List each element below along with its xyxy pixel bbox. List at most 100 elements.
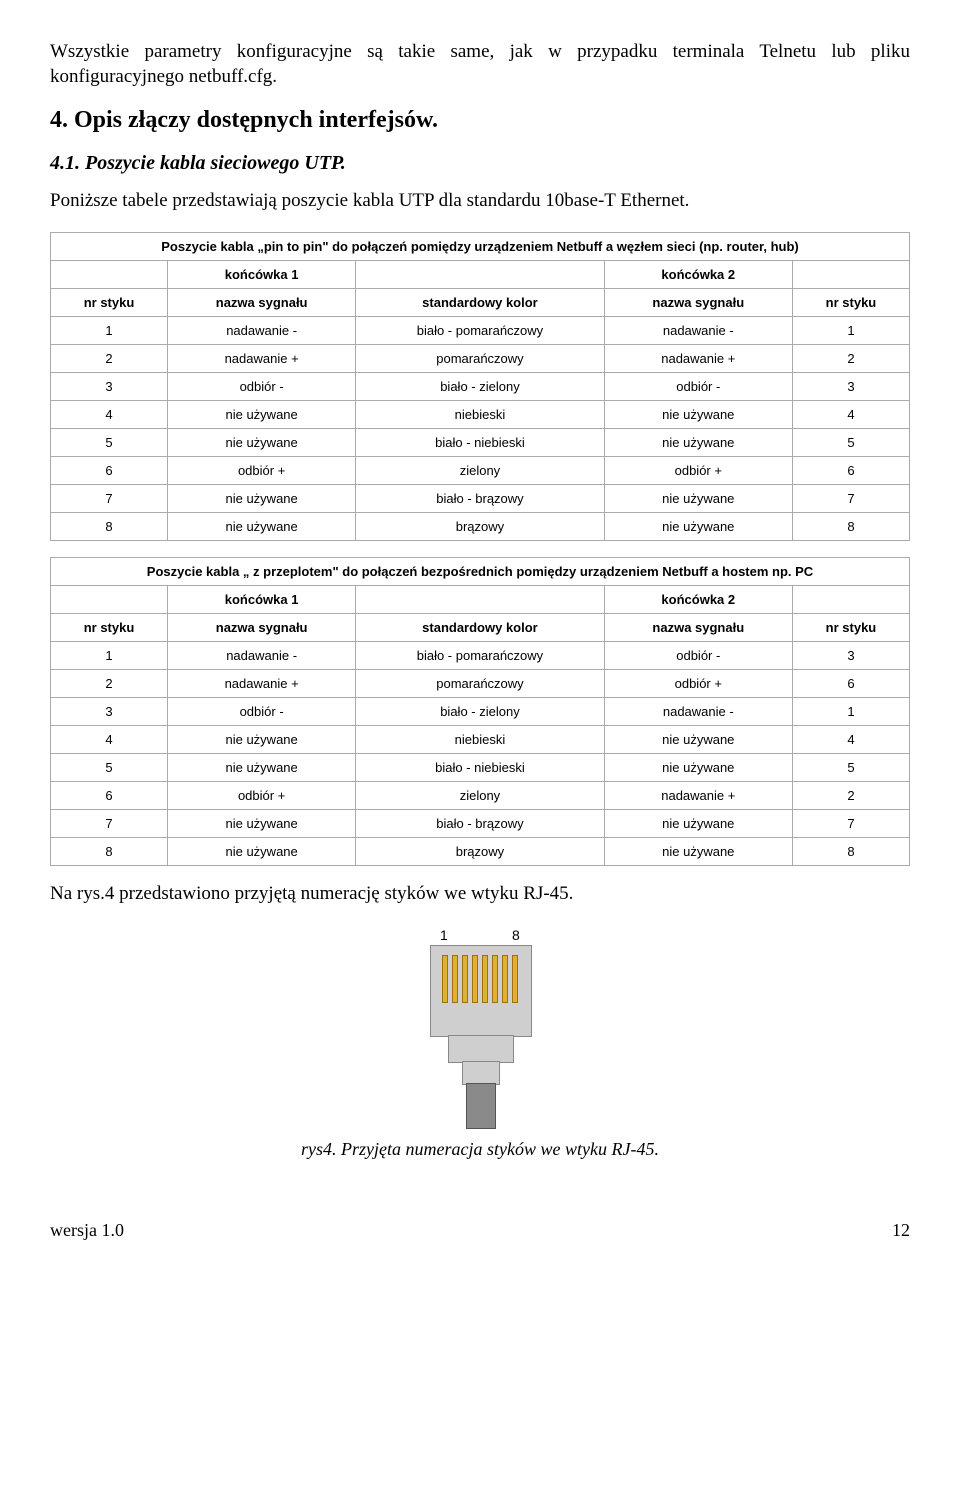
table1-mid-empty [356, 261, 604, 289]
table-cell: 2 [51, 345, 168, 373]
rj45-pin [492, 955, 498, 1003]
table-cell: 1 [51, 642, 168, 670]
table-cell: nadawanie - [604, 698, 792, 726]
rj45-shoulder [448, 1035, 514, 1063]
rj45-pin [442, 955, 448, 1003]
table-row: 2nadawanie +pomarańczowyodbiór +6 [51, 670, 910, 698]
table-row: 8nie używanebrązowynie używane8 [51, 838, 910, 866]
table-cell: 8 [51, 838, 168, 866]
table-cell: biało - brązowy [356, 485, 604, 513]
rj45-pins [442, 955, 518, 1003]
table-cell: brązowy [356, 838, 604, 866]
table-row: 2nadawanie +pomarańczowynadawanie +2 [51, 345, 910, 373]
table2-end2: końcówka 2 [604, 586, 792, 614]
table-row: 1nadawanie -biało - pomarańczowyodbiór -… [51, 642, 910, 670]
table1-end2-empty [792, 261, 909, 289]
table2-col0: nr styku [51, 614, 168, 642]
figure-intro-paragraph: Na rys.4 przedstawiono przyjętą numeracj… [50, 882, 910, 907]
table1-end1-empty [51, 261, 168, 289]
table-cell: 3 [792, 642, 909, 670]
table1-col2: standardowy kolor [356, 289, 604, 317]
table-cell: nie używane [167, 401, 355, 429]
table-cell: 2 [792, 345, 909, 373]
table-cell: 7 [792, 810, 909, 838]
table2-col3: nazwa sygnału [604, 614, 792, 642]
table-row: 4nie używaneniebieskinie używane4 [51, 726, 910, 754]
rj45-pin-label-8: 8 [512, 927, 520, 943]
table-cell: 5 [51, 754, 168, 782]
table-cell: 1 [51, 317, 168, 345]
table-cell: odbiór - [604, 642, 792, 670]
table-cell: nie używane [167, 513, 355, 541]
table-cell: 8 [51, 513, 168, 541]
table-cell: 5 [51, 429, 168, 457]
rj45-figure: 1 8 [50, 927, 910, 1127]
table-cell: 7 [792, 485, 909, 513]
table1-end2: końcówka 2 [604, 261, 792, 289]
table1-col1: nazwa sygnału [167, 289, 355, 317]
table-cell: zielony [356, 782, 604, 810]
table-cell: odbiór + [604, 670, 792, 698]
rj45-pin [452, 955, 458, 1003]
table-row: 3odbiór -biało - zielonynadawanie -1 [51, 698, 910, 726]
table-cell: 2 [51, 670, 168, 698]
table-row: 1nadawanie -biało - pomarańczowynadawani… [51, 317, 910, 345]
description-paragraph: Poniższe tabele przedstawiają poszycie k… [50, 189, 910, 214]
table-cell: 6 [51, 782, 168, 810]
table-cell: nie używane [167, 754, 355, 782]
table-cell: nie używane [604, 838, 792, 866]
table-cell: nie używane [167, 838, 355, 866]
table-cell: nie używane [167, 726, 355, 754]
table-cell: nie używane [604, 401, 792, 429]
table-cell: 3 [51, 373, 168, 401]
table-row: 5nie używanebiało - niebieskinie używane… [51, 754, 910, 782]
table2-col1: nazwa sygnału [167, 614, 355, 642]
table-row: 5nie używanebiało - niebieskinie używane… [51, 429, 910, 457]
table-cell: 5 [792, 429, 909, 457]
table2-end1: końcówka 1 [167, 586, 355, 614]
table-cell: 2 [792, 782, 909, 810]
table2-col4: nr styku [792, 614, 909, 642]
table-cell: nie używane [604, 513, 792, 541]
table-cell: 3 [792, 373, 909, 401]
rj45-cable [466, 1083, 496, 1129]
table-cell: nadawanie + [167, 345, 355, 373]
table-cell: 6 [792, 457, 909, 485]
pinout-table-crossover: Poszycie kabla „ z przeplotem" do połącz… [50, 557, 910, 866]
table-row: 7nie używanebiało - brązowynie używane7 [51, 810, 910, 838]
table-cell: niebieski [356, 726, 604, 754]
table2-title: Poszycie kabla „ z przeplotem" do połącz… [51, 558, 910, 586]
table-row: 7nie używanebiało - brązowynie używane7 [51, 485, 910, 513]
table-cell: 1 [792, 698, 909, 726]
table1-col0: nr styku [51, 289, 168, 317]
table-cell: pomarańczowy [356, 345, 604, 373]
footer-version: wersja 1.0 [50, 1220, 124, 1241]
rj45-clip [462, 1061, 500, 1085]
table-cell: nie używane [604, 754, 792, 782]
table-cell: zielony [356, 457, 604, 485]
table1-title: Poszycie kabla „pin to pin" do połączeń … [51, 233, 910, 261]
table-cell: brązowy [356, 513, 604, 541]
table-cell: nadawanie - [167, 317, 355, 345]
pinout-table-straight: Poszycie kabla „pin to pin" do połączeń … [50, 232, 910, 541]
rj45-pin [482, 955, 488, 1003]
table1-col3: nazwa sygnału [604, 289, 792, 317]
table2-end1-empty [51, 586, 168, 614]
table-cell: odbiór + [604, 457, 792, 485]
table-cell: nie używane [167, 485, 355, 513]
table-row: 4nie używaneniebieskinie używane4 [51, 401, 910, 429]
table-cell: nadawanie - [167, 642, 355, 670]
table-cell: biało - pomarańczowy [356, 642, 604, 670]
table-cell: odbiór + [167, 782, 355, 810]
table-row: 3odbiór -biało - zielonyodbiór -3 [51, 373, 910, 401]
table-cell: odbiór + [167, 457, 355, 485]
table-cell: nadawanie - [604, 317, 792, 345]
table-cell: 1 [792, 317, 909, 345]
table1-end1: końcówka 1 [167, 261, 355, 289]
table-cell: 4 [792, 401, 909, 429]
table-cell: niebieski [356, 401, 604, 429]
table-cell: 8 [792, 838, 909, 866]
table-cell: nie używane [167, 429, 355, 457]
table-cell: odbiór - [167, 698, 355, 726]
table-cell: 4 [51, 726, 168, 754]
